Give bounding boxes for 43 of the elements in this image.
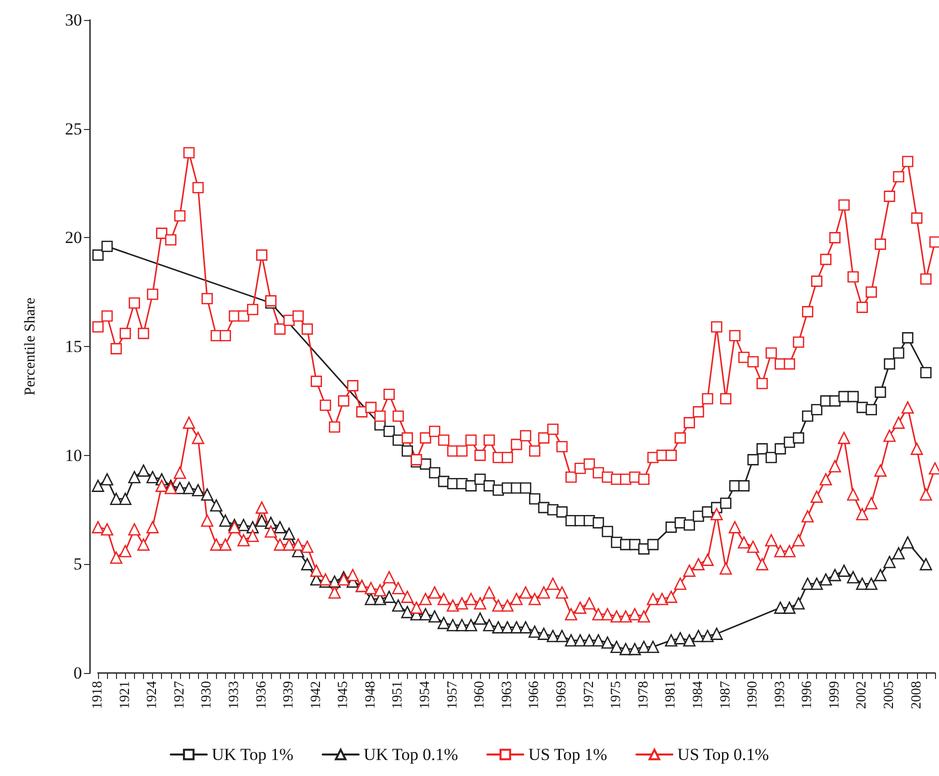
x-tick-label: 1972 <box>582 681 597 709</box>
x-tick-label: 1954 <box>418 681 434 709</box>
x-tick-label: 1993 <box>772 681 788 709</box>
x-tick-label: 1969 <box>554 681 570 709</box>
x-tick-label: 1957 <box>445 681 460 709</box>
x-tick-label: 1975 <box>609 681 624 709</box>
x-tick-label: 1966 <box>527 681 542 709</box>
x-tick-label: 1945 <box>336 681 352 709</box>
x-tick-label: 1933 <box>226 681 242 709</box>
x-tick-label: 1930 <box>200 681 215 709</box>
y-tick-label: 0 <box>74 664 82 682</box>
x-tick-label: 1990 <box>746 681 761 709</box>
x-tick-label: 2002 <box>854 681 870 709</box>
x-tick-label: 1996 <box>800 681 816 709</box>
x-tick-label: 1963 <box>500 681 515 709</box>
x-tick-label: 1921 <box>118 681 133 709</box>
y-tick-label: 30 <box>65 10 82 30</box>
legend-label: UK Top 0.1% <box>364 745 458 764</box>
x-tick-label: 1981 <box>664 681 679 709</box>
x-tick-label: 1936 <box>254 681 270 709</box>
legend-label: US Top 1% <box>528 745 608 764</box>
x-tick-label: 1927 <box>172 681 188 709</box>
y-axis-title: Percentile Share <box>22 297 38 396</box>
x-tick-label: 1939 <box>282 681 297 709</box>
x-tick-label: 1951 <box>390 681 406 709</box>
x-tick-label: 1942 <box>308 681 324 709</box>
x-tick-label: 2008 <box>909 681 924 709</box>
x-tick-label: 1984 <box>690 681 706 709</box>
x-tick-label: 1978 <box>636 681 652 709</box>
y-tick-label: 20 <box>65 228 82 248</box>
x-tick-label: 1960 <box>472 681 488 709</box>
legend-label: UK Top 1% <box>212 745 294 764</box>
y-tick-label: 10 <box>65 446 82 465</box>
y-tick-label: 15 <box>65 337 82 356</box>
y-tick-label: 25 <box>65 119 82 138</box>
legend-label: US Top 0.1% <box>677 745 769 764</box>
x-tick-label: 2005 <box>882 681 898 709</box>
x-tick-label: 1999 <box>827 681 842 709</box>
x-tick-label: 1918 <box>90 681 106 709</box>
x-tick-label: 1924 <box>145 681 160 709</box>
x-tick-label: 1948 <box>363 681 378 709</box>
y-tick-label: 5 <box>74 554 82 574</box>
x-tick-label: 1987 <box>718 681 734 709</box>
